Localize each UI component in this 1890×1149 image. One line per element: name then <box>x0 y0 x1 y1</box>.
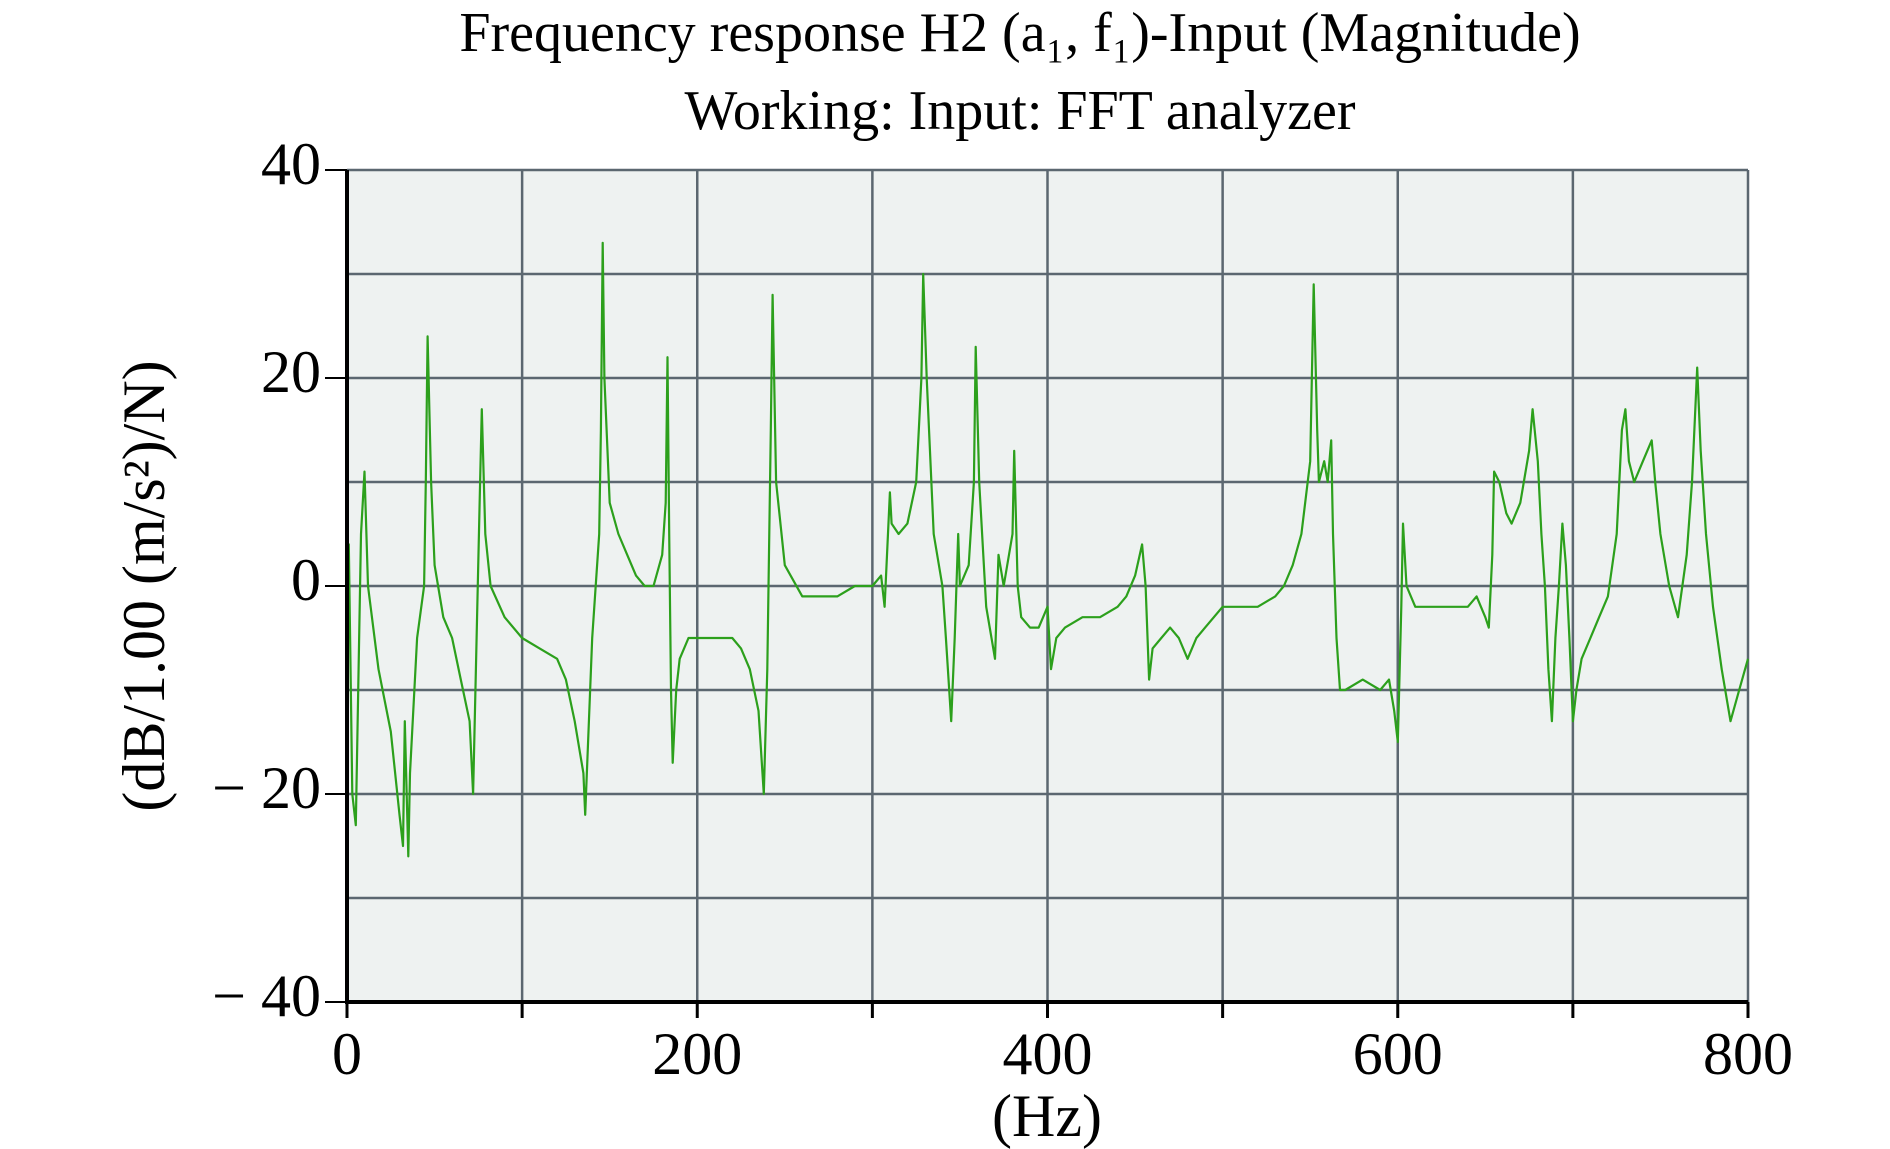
x-tick-label: 200 <box>652 1021 742 1087</box>
y-tick-label: − 20 <box>212 755 321 821</box>
data-line <box>345 241 1750 858</box>
x-tick-label: 0 <box>332 1021 362 1087</box>
y-tick-label: 40 <box>261 131 321 197</box>
y-axis-label: (dB/1.00 (m/s²)/N) <box>111 360 177 811</box>
y-tick-label: 20 <box>261 339 321 405</box>
chart-subtitle: Working: Input: FFT analyzer <box>684 80 1355 142</box>
x-tick-label: 400 <box>1003 1021 1093 1087</box>
x-tick-label: 600 <box>1353 1021 1443 1087</box>
x-tick-label: 800 <box>1703 1021 1793 1087</box>
chart-title: Frequency response H2 (a₁, f₁)-Input (Ma… <box>459 2 1580 64</box>
y-tick-label: 0 <box>291 547 321 613</box>
y-tick-label: − 40 <box>212 963 321 1029</box>
x-axis-label: (Hz) <box>992 1083 1102 1149</box>
